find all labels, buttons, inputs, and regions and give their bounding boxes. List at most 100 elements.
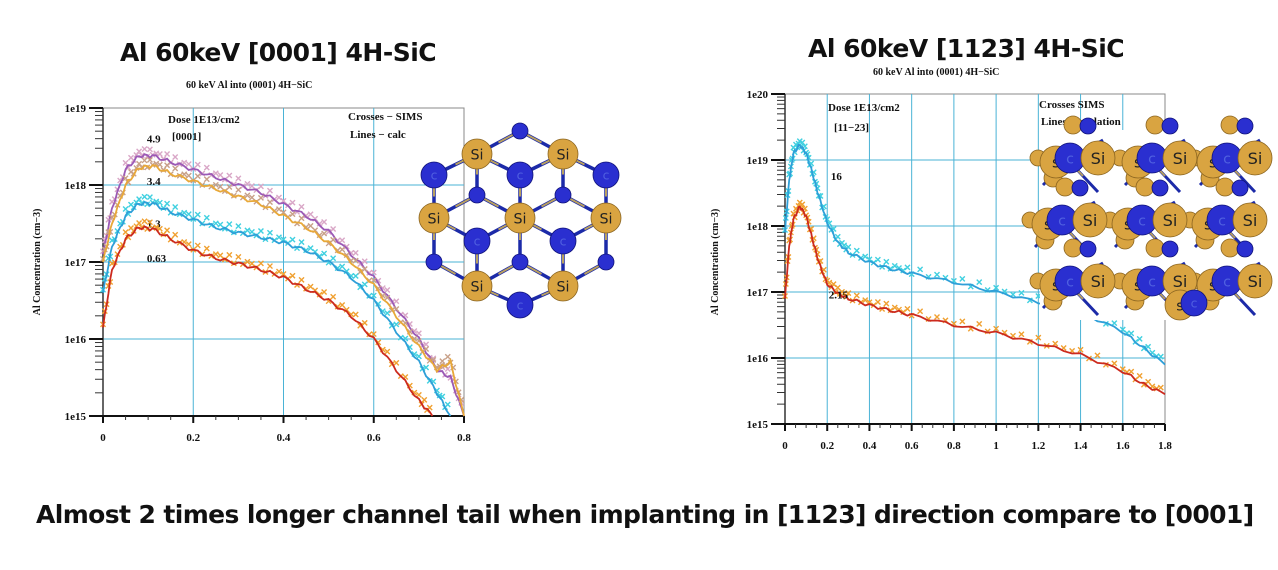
si-atom — [547, 270, 579, 302]
right-chart-heading: Al 60keV [1123] 4H-SiC — [808, 34, 1125, 63]
sims-cross — [993, 284, 1000, 291]
sims-cross — [235, 253, 242, 260]
sims-cross — [248, 260, 255, 267]
si-atom — [590, 202, 622, 234]
sims-cross — [164, 227, 171, 234]
sims-cross — [917, 266, 924, 273]
x-tick-label: 1 — [993, 440, 999, 452]
si-atom — [1063, 238, 1083, 258]
atom-label: c — [1218, 213, 1226, 229]
si-atom — [1237, 140, 1273, 176]
atom-label: c — [1148, 151, 1156, 167]
sims-cross — [799, 201, 806, 208]
si-atom — [1055, 177, 1075, 197]
sims-cross — [853, 247, 860, 254]
x-tick-label: 0.4 — [863, 440, 877, 452]
atom-label: c — [1191, 297, 1198, 311]
sims-cross — [976, 279, 983, 286]
atom-label: c — [1223, 274, 1231, 290]
sims-cross — [959, 275, 966, 282]
sims-cross — [141, 218, 148, 225]
sims-cross — [1094, 352, 1101, 359]
sims-cross — [244, 227, 251, 234]
series-1.3 — [100, 193, 452, 417]
c-atom — [1079, 117, 1097, 135]
sims-cross — [185, 172, 192, 179]
atom-label: s — [1176, 298, 1183, 314]
si-atom — [1072, 202, 1108, 238]
atom-label: Si — [1173, 272, 1188, 291]
y-tick-label: 1e15 — [65, 411, 87, 423]
sims-cross — [203, 164, 210, 171]
sims-cross — [891, 262, 898, 269]
sims-cross — [244, 192, 251, 199]
sims-cross — [339, 301, 346, 308]
sims-cross — [436, 363, 443, 370]
atom-label: c — [1066, 151, 1074, 167]
sims-cross — [423, 341, 430, 348]
c-atom — [1236, 117, 1254, 135]
sims-cross — [275, 206, 282, 213]
atom-label: c — [431, 169, 438, 183]
si-atom — [1145, 238, 1165, 258]
sims-cross — [275, 234, 282, 241]
calc-line — [102, 164, 465, 417]
sims-cross — [275, 268, 282, 275]
x-tick-label: 0.4 — [277, 432, 291, 444]
y-tick-label: 1e17 — [747, 287, 769, 299]
sims-cross — [370, 277, 377, 284]
sims-cross — [439, 358, 446, 365]
atom-label: c — [1148, 274, 1156, 290]
sims-cross — [934, 313, 940, 320]
sims-cross — [164, 200, 171, 207]
sims-cross — [122, 206, 129, 213]
sims-cross — [352, 257, 359, 264]
sims-cross — [423, 364, 430, 371]
c-atom — [506, 291, 534, 319]
calc-line — [102, 225, 434, 417]
si-atom — [547, 138, 579, 170]
sims-cross — [444, 353, 451, 360]
sims-cross — [352, 311, 359, 318]
si-atom — [418, 202, 450, 234]
x-tick-label: 1.6 — [1116, 440, 1130, 452]
sims-cross — [316, 232, 323, 239]
atom-label: c — [517, 169, 524, 183]
y-tick-label: 1e20 — [747, 89, 769, 101]
y-tick-label: 1e15 — [747, 419, 769, 431]
c-atom — [506, 161, 534, 189]
sims-cross — [298, 215, 305, 222]
sims-cross — [799, 139, 806, 146]
atom-label: c — [1223, 151, 1231, 167]
sims-cross — [212, 220, 219, 227]
dose-label: 3.4 — [147, 176, 161, 188]
sims-cross — [146, 219, 153, 226]
sims-cross — [226, 251, 233, 258]
sims-cross — [203, 176, 210, 183]
sims-cross — [122, 159, 129, 166]
sims-cross — [393, 321, 400, 328]
sims-cross — [834, 284, 841, 291]
sims-cross — [298, 239, 305, 246]
sims-cross — [393, 359, 400, 366]
atom-label: Si — [513, 211, 526, 227]
sims-cross — [122, 229, 129, 236]
si-atom — [504, 202, 536, 234]
si-atom — [1232, 202, 1268, 238]
atom-label: c — [603, 169, 610, 183]
atom-label: Si — [1163, 211, 1178, 230]
sims-cross — [845, 290, 852, 297]
sims-cross — [1111, 320, 1118, 327]
sims-cross — [289, 272, 296, 279]
sims-cross — [834, 233, 841, 240]
sims-cross — [1128, 368, 1135, 375]
sims-cross — [217, 252, 224, 259]
sims-cross — [212, 181, 219, 188]
y-tick-label: 1e19 — [747, 155, 769, 167]
y-tick-label: 1e18 — [747, 221, 769, 233]
sims-cross — [874, 256, 881, 263]
sims-cross — [352, 249, 359, 256]
atom-label: Si — [427, 211, 440, 227]
dose-label: 4.9 — [147, 134, 161, 146]
sims-cross — [415, 353, 422, 360]
